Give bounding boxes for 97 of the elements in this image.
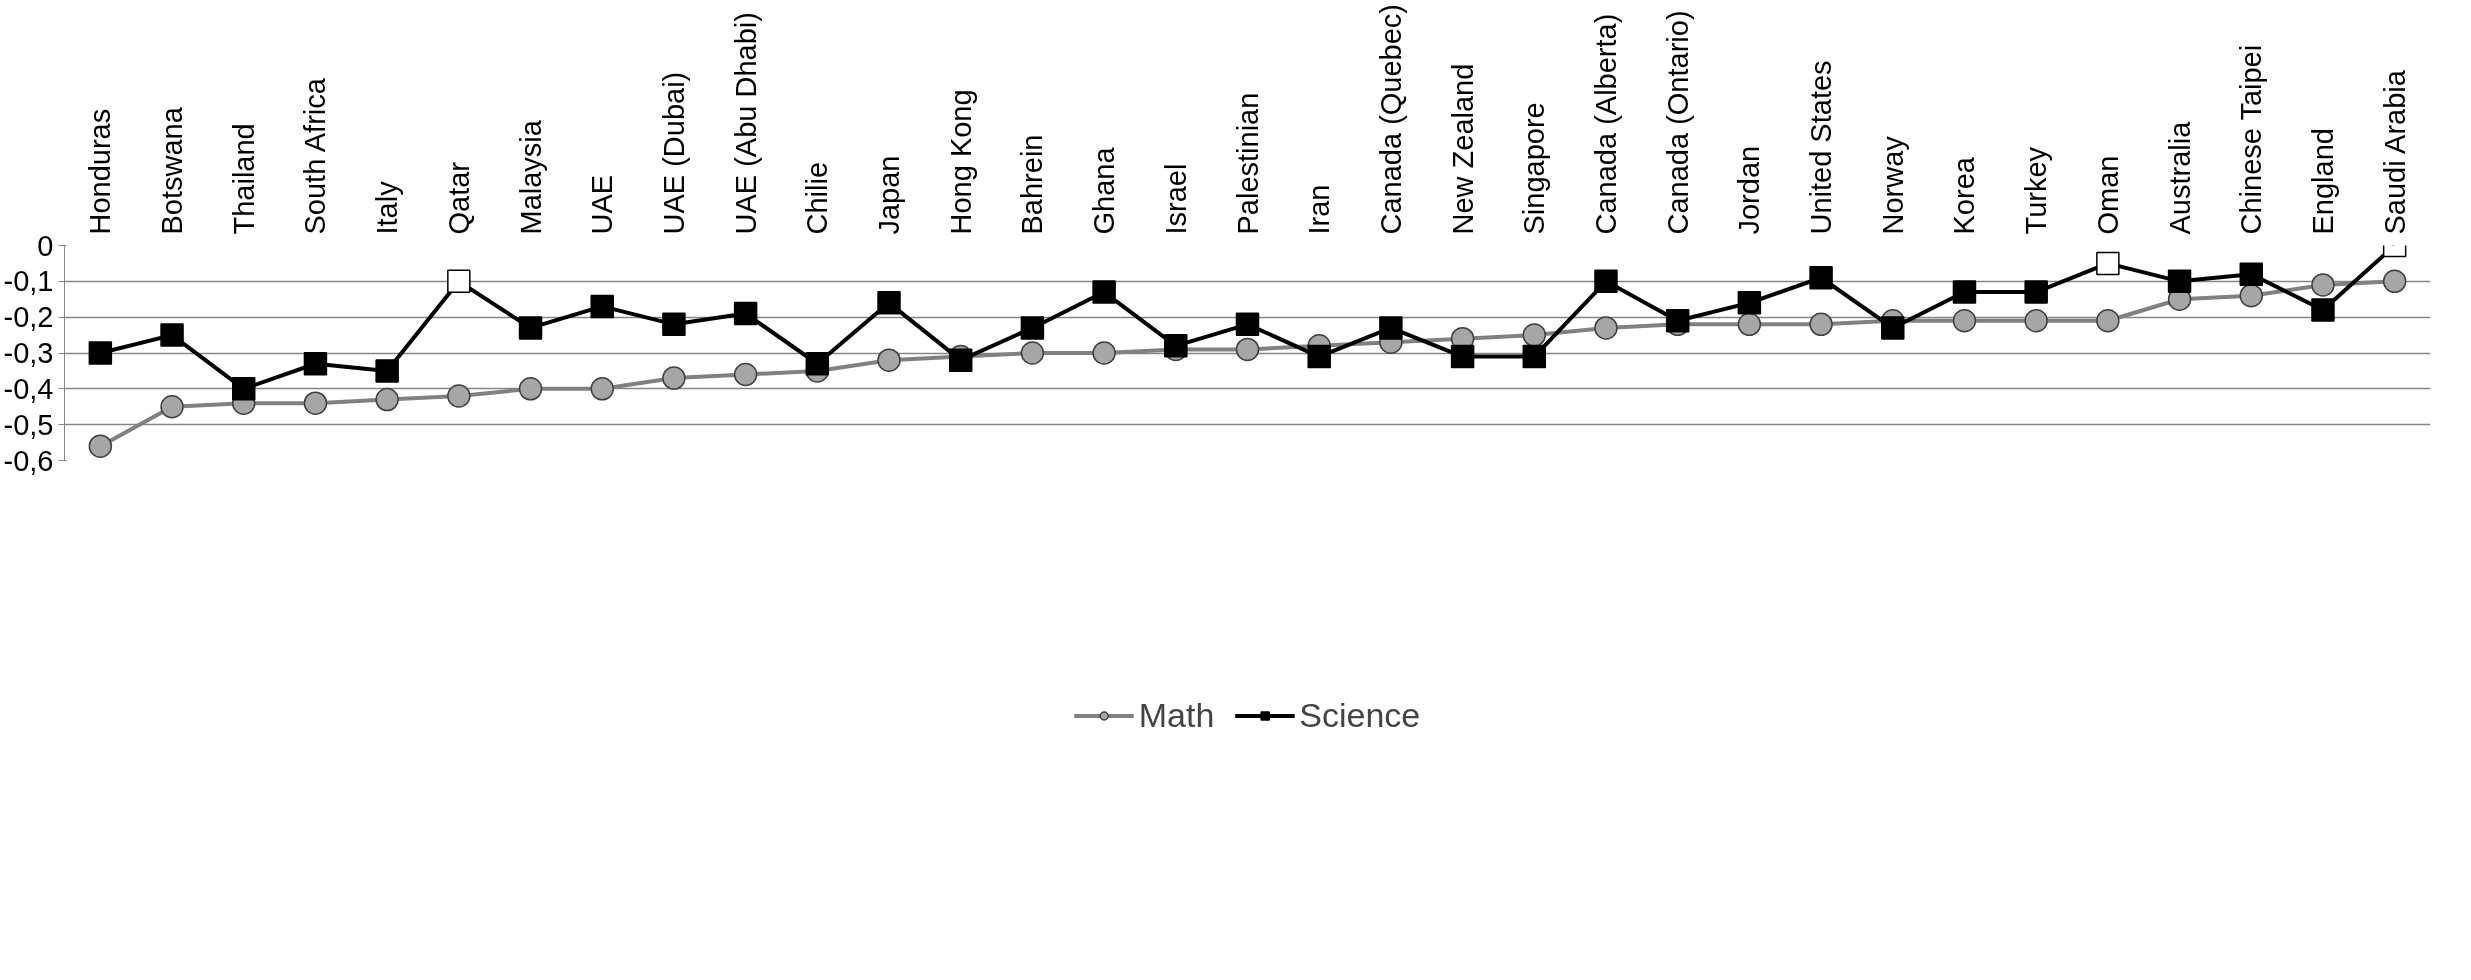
point (662, 312, 686, 337)
x-tick-label: Ghana (1088, 146, 1121, 235)
point (1164, 334, 1188, 358)
point (303, 352, 328, 376)
y-tick-label: -0,3 (3, 337, 54, 369)
point (2239, 283, 2264, 308)
point (1379, 316, 1403, 340)
x-tick-label: Chilie (801, 161, 834, 235)
point (231, 377, 256, 401)
x-tick-label: Italy (371, 180, 404, 235)
x-tick-label: UAE (Abu Dhabi) (729, 12, 762, 235)
point (1809, 312, 1833, 337)
point (590, 294, 614, 319)
point (1952, 280, 1977, 304)
point (1737, 291, 1762, 315)
x-tick-label: Bahrein (1016, 134, 1049, 235)
point (1881, 316, 1905, 340)
x-tick-label: Korea (1948, 156, 1981, 235)
x-tick-label: UAE (586, 174, 619, 235)
point (88, 341, 113, 365)
point (662, 366, 686, 390)
point (1522, 344, 1547, 369)
x-tick-label: Australia (2163, 120, 2196, 235)
x-tick-label: Japan (873, 155, 906, 235)
x-tick-label: Turkey (2020, 146, 2053, 235)
x-tick-label: Chinese Taipei (2235, 44, 2268, 235)
x-tick-label: Canada (Quebec) (1374, 3, 1407, 235)
x-tick-label: Hong Kong (944, 89, 977, 235)
x-tick-label: Palestinian (1231, 92, 1264, 235)
point (2382, 269, 2407, 294)
x-tick-label: Oman (2091, 155, 2124, 235)
point (1307, 344, 1331, 369)
point (375, 387, 399, 412)
point (877, 348, 901, 372)
point (1594, 269, 1618, 294)
x-tick-label: Canada (Alberta) (1589, 13, 1622, 235)
point (447, 384, 471, 408)
point (1737, 312, 1762, 337)
x-tick-label: Qatar (442, 161, 475, 235)
point (518, 377, 543, 401)
x-tick-label: United States (1805, 60, 1838, 235)
point (2311, 298, 2335, 322)
x-tick-label: Honduras (84, 108, 117, 235)
x-tick-label: Malaysia (514, 119, 547, 235)
point (1020, 316, 1045, 340)
point (2311, 273, 2335, 297)
point (1092, 280, 1116, 304)
point (1092, 341, 1116, 365)
point (518, 316, 543, 340)
y-tick-label: -0,6 (3, 444, 54, 477)
point (1665, 309, 1690, 333)
point (1522, 323, 1547, 347)
point (733, 362, 758, 387)
x-tick-label: England (2306, 128, 2339, 235)
point (160, 323, 184, 347)
point (1809, 266, 1833, 290)
point (1235, 312, 1260, 337)
y-tick-label: 0 (37, 229, 54, 262)
point (2239, 262, 2264, 286)
x-tick-label: Iran (1303, 184, 1336, 235)
point (590, 377, 614, 401)
x-tick-label: UAE (Dubai) (657, 71, 690, 235)
x-tick-label: Norway (1876, 135, 1909, 235)
x-tick-label: Saudi Arabia (2378, 69, 2411, 235)
x-tick-label: New Zealand (1446, 63, 1479, 235)
point (948, 348, 973, 372)
point (1952, 309, 1977, 333)
legend-label: Math (1138, 695, 1215, 735)
point (2024, 309, 2048, 333)
point (1235, 337, 1260, 362)
point (88, 434, 113, 458)
point (733, 301, 758, 326)
x-tick-label: Thailand (227, 123, 260, 235)
point (1450, 344, 1475, 369)
x-tick-label: South Africa (299, 77, 332, 235)
x-tick-label: Israel (1159, 163, 1192, 235)
x-tick-label: Botswana (156, 106, 189, 235)
point (2024, 280, 2048, 304)
point (160, 395, 184, 419)
point (303, 391, 328, 415)
point (1020, 341, 1045, 365)
y-tick-label: -0,1 (3, 265, 54, 298)
point (375, 359, 399, 383)
point (2096, 251, 2120, 276)
point (447, 269, 471, 294)
x-tick-label: Canada (Ontario) (1661, 10, 1694, 235)
y-tick-label: -0,5 (3, 408, 54, 441)
point (2167, 269, 2192, 294)
x-tick-label: Jordan (1733, 145, 1766, 235)
y-tick-label: -0,4 (3, 372, 54, 405)
x-tick-label: Singapore (1518, 102, 1551, 235)
point (2096, 309, 2120, 333)
y-tick-label: -0,2 (3, 301, 54, 334)
legend-label: Science (1299, 695, 1421, 735)
point (877, 291, 901, 315)
point (1594, 316, 1618, 340)
point (805, 352, 830, 376)
